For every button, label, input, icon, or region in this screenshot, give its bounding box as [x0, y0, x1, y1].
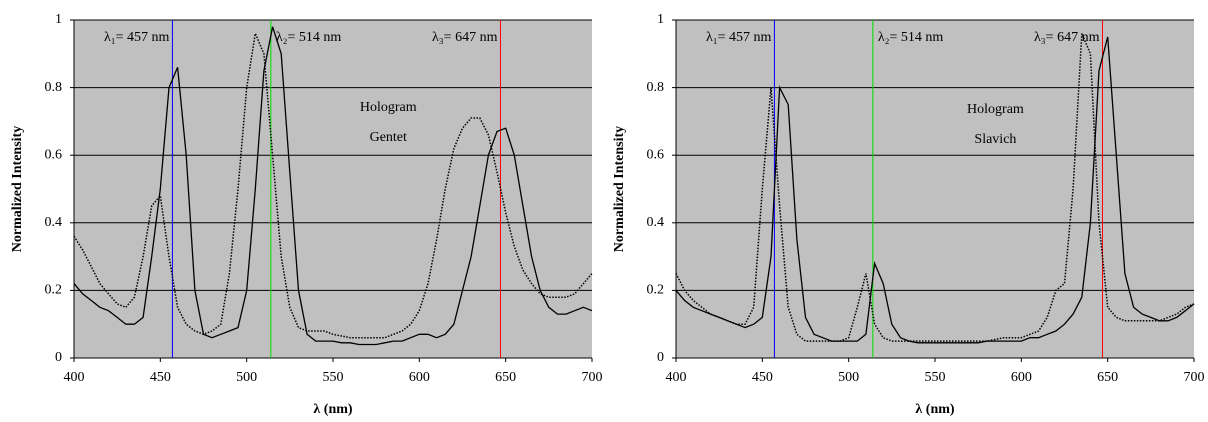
y-tick-label: 0.8 — [45, 80, 63, 95]
y-tick-label: 0.6 — [647, 147, 665, 162]
x-tick-label: 650 — [495, 370, 516, 385]
annotation: Slavich — [974, 132, 1016, 147]
x-tick-label: 500 — [838, 370, 859, 385]
x-tick-label: 500 — [236, 370, 257, 385]
reference-label: λ₂= 514 nm — [276, 30, 342, 45]
data-line — [675, 33, 1195, 342]
y-axis-label: Normalized Intensity — [612, 126, 627, 252]
data-line — [73, 26, 593, 346]
reference-label: λ₂= 514 nm — [878, 30, 944, 45]
chart: 0 0.2 0.4 0.6 0.8 1 400 450 500 550 600 650 700 λ₁= 4… — [612, 12, 1204, 417]
y-axis-label: Normalized Intensity — [10, 126, 25, 252]
annotation: Gentet — [370, 130, 407, 145]
y-tick-label: 0.2 — [45, 283, 63, 298]
plot-area — [676, 20, 1194, 358]
y-tick-label: 0 — [657, 350, 664, 365]
y-tick-label: 0.4 — [647, 215, 665, 230]
x-tick-label: 650 — [1097, 370, 1118, 385]
y-tick-label: 0.8 — [647, 80, 665, 95]
plot-area — [74, 20, 592, 358]
y-tick-label: 0 — [55, 350, 62, 365]
x-tick-label: 700 — [1184, 370, 1205, 385]
annotation: Hologram — [360, 100, 417, 115]
reference-label: λ₃= 647 nm — [432, 30, 498, 45]
x-axis-label: λ (nm) — [915, 402, 954, 417]
y-tick-label: 1 — [55, 12, 62, 27]
y-tick-label: 0.6 — [45, 147, 63, 162]
x-tick-label: 600 — [1011, 370, 1032, 385]
chart: 0 0.2 0.4 0.6 0.8 1 400 450 500 550 600 650 700 λ₁= 4… — [10, 12, 602, 417]
annotation: Hologram — [967, 102, 1024, 117]
x-tick-label: 450 — [752, 370, 773, 385]
x-tick-label: 400 — [64, 370, 85, 385]
y-tick-label: 0.2 — [647, 283, 665, 298]
x-axis-label: λ (nm) — [313, 402, 352, 417]
x-tick-label: 550 — [323, 370, 344, 385]
reference-label: λ₃= 647 nm — [1034, 30, 1100, 45]
y-tick-label: 0.4 — [45, 215, 63, 230]
x-tick-label: 400 — [666, 370, 687, 385]
x-tick-label: 700 — [582, 370, 603, 385]
x-tick-label: 550 — [925, 370, 946, 385]
data-line — [73, 30, 593, 339]
reference-label: λ₁= 457 nm — [104, 30, 170, 45]
x-tick-label: 600 — [409, 370, 430, 385]
x-tick-label: 450 — [150, 370, 171, 385]
data-line — [675, 36, 1195, 344]
y-tick-label: 1 — [657, 12, 664, 27]
reference-label: λ₁= 457 nm — [706, 30, 772, 45]
